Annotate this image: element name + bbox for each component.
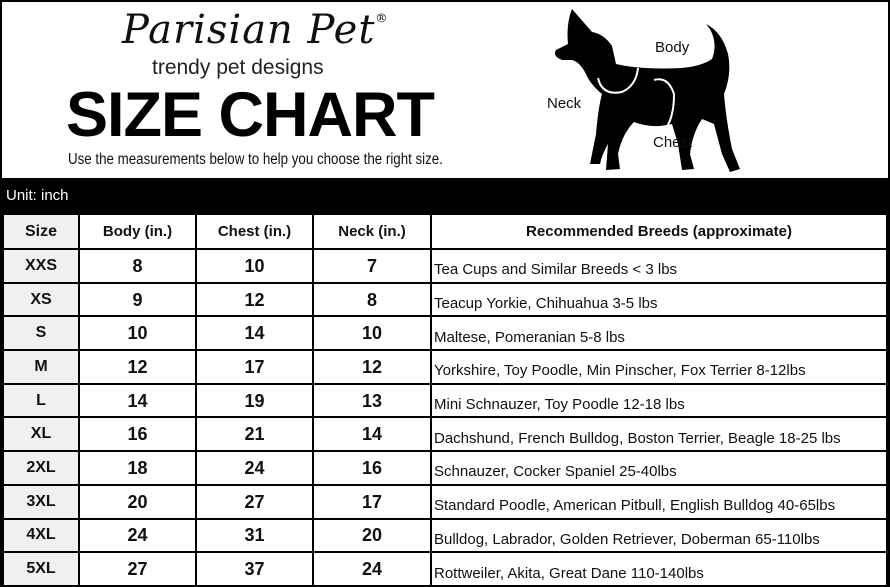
size-cell: L bbox=[2, 382, 80, 419]
size-table: Size Body (in.) Chest (in.) Neck (in.) Recom… bbox=[2, 213, 888, 587]
body-cell: 16 bbox=[78, 416, 197, 453]
chest-cell: 21 bbox=[195, 416, 314, 453]
dog-silhouette-icon bbox=[554, 9, 740, 172]
table-row: 5XL 27 37 24 Rottweiler, Akita, Great Dane 1… bbox=[2, 551, 888, 587]
table-row: XS 9 12 8 Teacup Yorkie, Chihuahua 3-5 lbs bbox=[2, 281, 888, 318]
column-header: Size bbox=[2, 213, 80, 250]
table-row: M 12 17 12 Yorkshire, Toy Poodle, Min Pinsch… bbox=[2, 349, 888, 385]
chest-cell: 27 bbox=[195, 483, 314, 520]
neck-cell: 14 bbox=[312, 416, 432, 453]
chest-cell: 14 bbox=[195, 315, 314, 352]
subtitle: Use the measurements below to help you c… bbox=[68, 151, 443, 168]
size-cell: XXS bbox=[2, 248, 80, 284]
column-header: Chest (in.) bbox=[195, 213, 314, 250]
neck-label: Neck bbox=[547, 95, 582, 112]
breeds-cell: Tea Cups and Similar Breeds < 3 lbs bbox=[430, 248, 888, 284]
neck-cell: 8 bbox=[312, 281, 432, 318]
neck-cell: 12 bbox=[312, 349, 432, 385]
breeds-cell: Standard Poodle, American Pitbull, Engli… bbox=[430, 483, 888, 520]
breeds-cell: Mini Schnauzer, Toy Poodle 12-18 lbs bbox=[430, 382, 888, 419]
tagline: trendy pet designs bbox=[152, 56, 324, 79]
body-cell: 8 bbox=[78, 248, 197, 284]
neck-cell: 17 bbox=[312, 483, 432, 520]
table-row: 3XL 20 27 17 Standard Poodle, American Pitbu… bbox=[2, 483, 888, 520]
body-cell: 14 bbox=[78, 382, 197, 419]
size-cell: XS bbox=[2, 281, 80, 318]
body-cell: 20 bbox=[78, 483, 197, 520]
chest-cell: 10 bbox=[195, 248, 314, 284]
neck-cell: 10 bbox=[312, 315, 432, 352]
table-row: XL 16 21 14 Dachshund, French Bulldog, Bosto… bbox=[2, 416, 888, 453]
body-cell: 9 bbox=[78, 281, 197, 318]
header-panel: Parisian Pet® trendy pet designs SIZE CH… bbox=[2, 2, 888, 178]
breeds-cell: Maltese, Pomeranian 5-8 lbs bbox=[430, 315, 888, 352]
breeds-cell: Bulldog, Labrador, Golden Retriever, Dob… bbox=[430, 517, 888, 554]
size-cell: 2XL bbox=[2, 450, 80, 486]
neck-cell: 20 bbox=[312, 517, 432, 554]
column-header: Body (in.) bbox=[78, 213, 197, 250]
breeds-cell: Teacup Yorkie, Chihuahua 3-5 lbs bbox=[430, 281, 888, 318]
neck-cell: 7 bbox=[312, 248, 432, 284]
breeds-cell: Schnauzer, Cocker Spaniel 25-40lbs bbox=[430, 450, 888, 486]
breeds-cell: Yorkshire, Toy Poodle, Min Pinscher, Fox… bbox=[430, 349, 888, 385]
breeds-cell: Rottweiler, Akita, Great Dane 110-140lbs bbox=[430, 551, 888, 587]
size-cell: XL bbox=[2, 416, 80, 453]
neck-cell: 13 bbox=[312, 382, 432, 419]
size-cell: 3XL bbox=[2, 483, 80, 520]
body-cell: 24 bbox=[78, 517, 197, 554]
chest-cell: 17 bbox=[195, 349, 314, 385]
brand-logo: Parisian Pet® bbox=[122, 7, 389, 53]
size-cell: 5XL bbox=[2, 551, 80, 587]
body-cell: 12 bbox=[78, 349, 197, 385]
table-row: XXS 8 10 7 Tea Cups and Similar Breeds < 3 l… bbox=[2, 248, 888, 284]
body-label: Body bbox=[655, 39, 690, 56]
column-header: Recommended Breeds (approximate) bbox=[430, 213, 888, 250]
chest-cell: 37 bbox=[195, 551, 314, 587]
unit-label: Unit: inch bbox=[6, 187, 69, 204]
neck-cell: 16 bbox=[312, 450, 432, 486]
table-row: 4XL 24 31 20 Bulldog, Labrador, Golden Retri… bbox=[2, 517, 888, 554]
body-cell: 27 bbox=[78, 551, 197, 587]
table-row: S 10 14 10 Maltese, Pomeranian 5-8 lbs bbox=[2, 315, 888, 352]
column-header: Neck (in.) bbox=[312, 213, 432, 250]
page-title: SIZE CHART bbox=[66, 80, 435, 150]
breeds-cell: Dachshund, French Bulldog, Boston Terrie… bbox=[430, 416, 888, 453]
table-row: L 14 19 13 Mini Schnauzer, Toy Poodle 12-18 … bbox=[2, 382, 888, 419]
body-cell: 18 bbox=[78, 450, 197, 486]
chest-cell: 31 bbox=[195, 517, 314, 554]
chest-label: Chest bbox=[653, 134, 693, 151]
size-cell: 4XL bbox=[2, 517, 80, 554]
table-row: 2XL 18 24 16 Schnauzer, Cocker Spaniel 25-40… bbox=[2, 450, 888, 486]
chest-cell: 19 bbox=[195, 382, 314, 419]
table-header-row: Size Body (in.) Chest (in.) Neck (in.) Recom… bbox=[2, 213, 888, 250]
size-cell: M bbox=[2, 349, 80, 385]
chest-cell: 12 bbox=[195, 281, 314, 318]
size-cell: S bbox=[2, 315, 80, 352]
neck-cell: 24 bbox=[312, 551, 432, 587]
chest-cell: 24 bbox=[195, 450, 314, 486]
body-cell: 10 bbox=[78, 315, 197, 352]
